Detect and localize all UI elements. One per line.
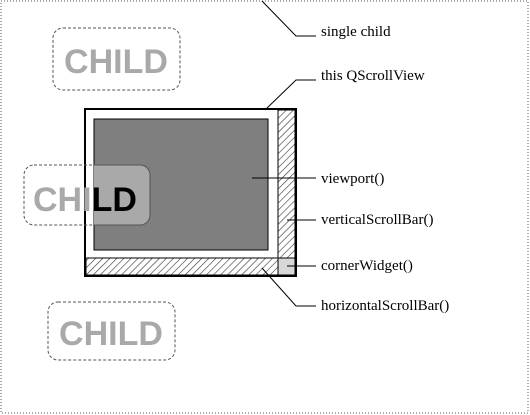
child-label-top: CHILD	[64, 43, 168, 81]
leader-scrollview	[264, 79, 316, 111]
child-box-middle-visible	[94, 164, 151, 226]
child-label-middle-inside: LD	[92, 181, 137, 219]
leader-horizontal-scrollbar	[261, 267, 316, 307]
label-viewport: viewport()	[321, 171, 384, 187]
label-horizontal-scrollbar: horizontalScrollBar()	[321, 298, 449, 314]
label-vertical-scrollbar: verticalScrollBar()	[321, 212, 433, 228]
label-scrollview: this QScrollView	[321, 68, 425, 84]
label-single-child: single child	[321, 24, 391, 40]
child-label-middle: CHILD	[33, 181, 137, 219]
horizontal-scrollbar[interactable]	[85, 257, 279, 276]
child-label-middle-outside: CHI	[33, 181, 92, 219]
child-label-bottom: CHILD	[59, 315, 163, 353]
vertical-scrollbar[interactable]	[277, 109, 296, 259]
label-corner-widget: cornerWidget()	[321, 258, 413, 274]
leader-lines	[252, 0, 316, 307]
leader-single-child	[261, 0, 316, 37]
child-box-bottom	[47, 301, 176, 361]
